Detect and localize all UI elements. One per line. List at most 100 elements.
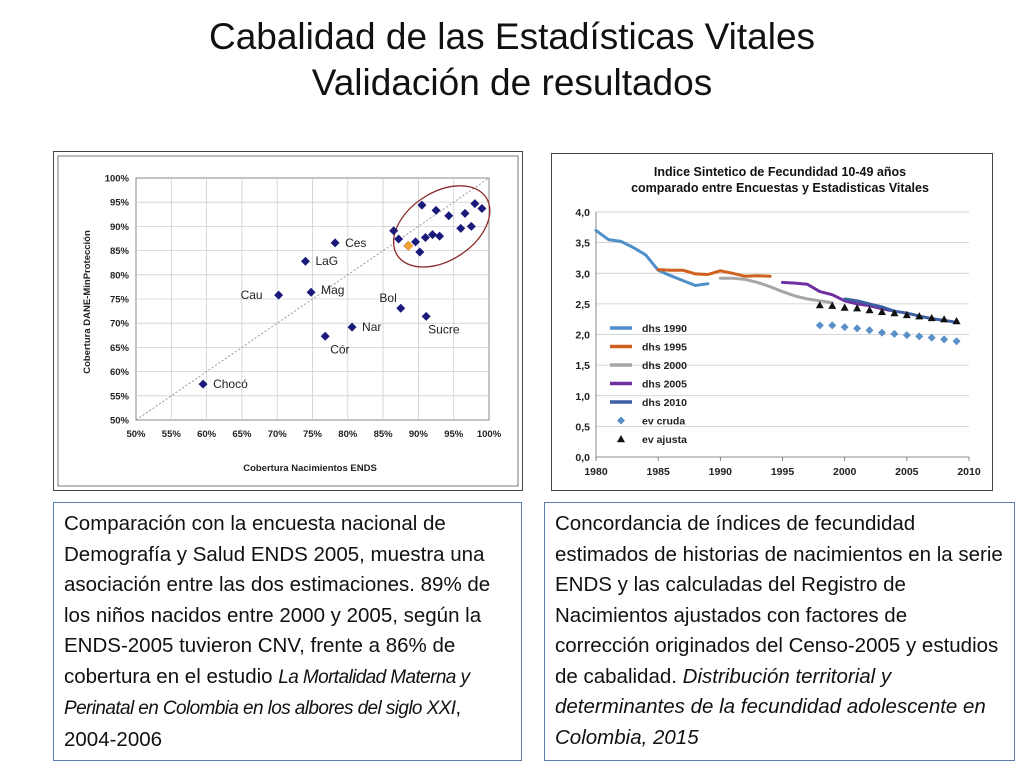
scatter-x-tick-label: 75% — [303, 429, 323, 440]
left-description-box: Comparación con la encuesta nacional de … — [53, 502, 522, 761]
scatter-y-axis-label: Cobertura DANE-MinProtección — [82, 230, 93, 374]
scatter-point-cór — [320, 331, 330, 341]
scatter-point-label: Sucre — [428, 322, 460, 336]
scatter-y-tick-label: 50% — [110, 416, 130, 427]
line-chart-x-tick-label: 1980 — [584, 466, 608, 478]
scatter-x-axis-label: Cobertura Nacimientos ENDS — [243, 463, 377, 474]
scatter-point-label: Cau — [241, 288, 263, 302]
scatter-point — [411, 237, 421, 247]
right-description-citation: Distribución territorial y determinantes… — [555, 664, 986, 749]
right-description-text: Concordancia de índices de fecundidad es… — [555, 512, 1003, 688]
scatter-y-tick-label: 80% — [110, 270, 130, 281]
line-chart-x-tick-label: 2005 — [895, 466, 919, 478]
scatter-point — [415, 247, 425, 257]
scatter-point-sucre — [421, 311, 431, 321]
line-chart-y-tick-label: 2,0 — [575, 330, 590, 342]
line-chart-x-tick-label: 2010 — [957, 466, 981, 478]
scatter-point-label: Nar — [362, 320, 381, 334]
series-line-dhs-1995 — [656, 268, 772, 278]
legend-label-dhs-1995: dhs 1995 — [642, 342, 687, 354]
series-marker-ev-cruda — [890, 329, 899, 338]
scatter-point-lag — [300, 256, 310, 266]
series-marker-ev-ajusta — [915, 312, 924, 320]
scatter-point — [435, 231, 445, 241]
series-marker-ev-cruda — [927, 333, 936, 342]
legend-label-dhs-1990: dhs 1990 — [642, 323, 687, 335]
scatter-point-label: Bol — [379, 291, 396, 305]
series-marker-ev-ajusta — [902, 310, 911, 319]
series-marker-ev-ajusta — [877, 307, 886, 316]
right-description-box: Concordancia de índices de fecundidad es… — [544, 502, 1015, 761]
legend-label-dhs-2010: dhs 2010 — [642, 397, 687, 409]
scatter-x-tick-label: 90% — [409, 429, 429, 440]
series-marker-ev-cruda — [853, 324, 862, 333]
series-marker-ev-cruda — [877, 328, 886, 337]
scatter-y-tick-label: 65% — [110, 343, 130, 354]
scatter-point — [460, 208, 470, 218]
scatter-x-tick-label: 95% — [444, 429, 464, 440]
series-marker-ev-cruda — [828, 321, 837, 330]
series-marker-ev-ajusta — [815, 301, 824, 309]
series-marker-ev-cruda — [952, 337, 961, 346]
scatter-x-tick-label: 60% — [197, 429, 217, 440]
scatter-point-label: Ces — [345, 236, 366, 250]
scatter-point — [428, 230, 438, 240]
scatter-y-tick-label: 90% — [110, 222, 130, 233]
series-marker-ev-ajusta — [890, 309, 899, 317]
scatter-x-tick-label: 65% — [232, 429, 252, 440]
series-marker-ev-cruda — [865, 326, 874, 335]
legend-label-ev-ajusta: ev ajusta — [642, 434, 687, 446]
line-chart-title: Indice Sintetico de Fecundidad 10-49 año… — [654, 165, 906, 179]
scatter-point-label: LaG — [315, 254, 338, 268]
scatter-point — [466, 221, 476, 231]
scatter-x-tick-label: 100% — [477, 429, 502, 440]
scatter-point — [431, 205, 441, 215]
line-chart-x-tick-label: 1990 — [709, 466, 733, 478]
series-line-dhs-1990 — [594, 228, 710, 287]
left-description-end: , 2004-2006 — [64, 696, 462, 751]
series-marker-ev-ajusta — [840, 303, 849, 311]
line-chart-y-tick-label: 4,0 — [575, 207, 590, 219]
scatter-point-label: Mag — [321, 283, 344, 297]
line-chart-y-tick-label: 0,5 — [575, 421, 590, 433]
scatter-point-chocó — [198, 379, 208, 389]
series-marker-ev-cruda — [940, 335, 949, 344]
slide-title-line-1: Cabalidad de las Estadísticas Vitales — [208, 16, 816, 57]
scatter-chart-frame: 50% 55% 60% 65% 70% 75% 80% 85% 90% 95% 100% 100% 95… — [53, 151, 523, 491]
left-description-text: Comparación con la encuesta nacional de … — [64, 512, 491, 688]
scatter-y-tick-label: 95% — [110, 198, 130, 209]
legend-swatch-ev-cruda — [617, 416, 625, 425]
series-line-dhs-2005 — [781, 280, 896, 313]
scatter-point-ces — [330, 238, 340, 248]
series-line-dhs-2010 — [843, 297, 959, 324]
fertility-line-chart: Indice Sintetico de Fecundidad 10-49 año… — [575, 165, 981, 478]
scatter-chart: 50% 55% 60% 65% 70% 75% 80% 85% 90% 95% 100% 100% 95… — [57, 155, 519, 487]
series-marker-ev-ajusta — [865, 306, 874, 314]
series-marker-ev-ajusta — [927, 313, 936, 322]
scatter-diagonal-line — [135, 177, 490, 421]
series-marker-ev-ajusta — [853, 304, 862, 312]
scatter-point-bol — [396, 303, 406, 313]
line-chart-x-tick-label: 1985 — [646, 466, 670, 478]
slide-title-line-2: Validación de resultados — [311, 62, 713, 103]
line-chart-x-tick-label: 2000 — [833, 466, 857, 478]
scatter-point-cau — [274, 290, 284, 300]
series-marker-ev-cruda — [915, 332, 924, 341]
series-marker-ev-cruda — [902, 331, 911, 340]
scatter-x-tick-label: 70% — [268, 429, 288, 440]
series-marker-ev-cruda — [815, 321, 824, 330]
scatter-point-mag — [306, 287, 316, 297]
scatter-point — [456, 223, 466, 233]
series-marker-ev-cruda — [840, 323, 849, 332]
legend-label-dhs-2000: dhs 2000 — [642, 360, 687, 372]
line-chart-y-tick-label: 0,0 — [575, 452, 590, 464]
scatter-point — [444, 211, 454, 221]
series-marker-ev-ajusta — [952, 317, 961, 325]
scatter-inner-border — [57, 155, 519, 487]
scatter-point — [389, 226, 399, 236]
scatter-x-tick-label: 55% — [162, 429, 182, 440]
line-chart-x-tick-label: 1995 — [771, 466, 795, 478]
scatter-x-tick-label: 80% — [338, 429, 358, 440]
slide-title: Cabalidad de las Estadísticas Vitales Va… — [0, 14, 1024, 106]
line-chart-y-tick-label: 1,5 — [575, 360, 590, 372]
